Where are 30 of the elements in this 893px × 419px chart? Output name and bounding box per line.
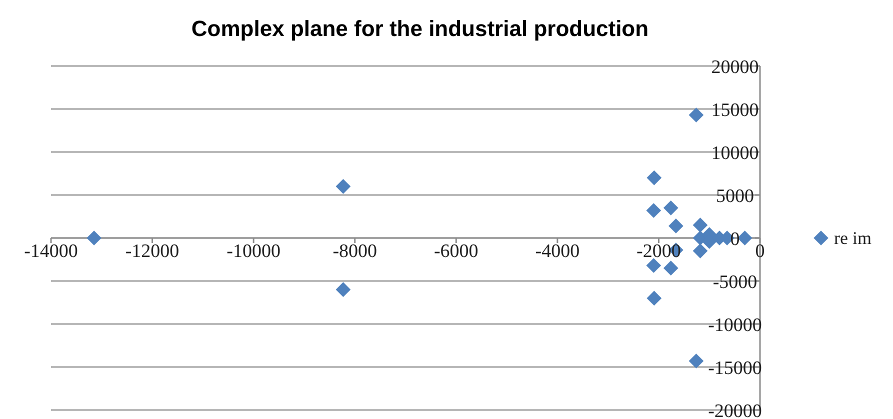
y-tick-label: -5000 xyxy=(712,272,758,293)
x-tick-label: -12000 xyxy=(125,241,180,262)
point xyxy=(646,290,662,306)
point xyxy=(692,218,708,233)
point xyxy=(692,243,708,258)
point xyxy=(688,108,704,122)
point xyxy=(86,230,102,246)
chart-title: Complex plane for the industrial production xyxy=(191,16,649,41)
x-tick-label: -10000 xyxy=(226,241,280,262)
point xyxy=(668,218,684,234)
y-tick-label: 20000 xyxy=(711,57,759,78)
point xyxy=(646,203,662,218)
y-tick-label: 5000 xyxy=(716,186,754,207)
point xyxy=(646,170,662,186)
x-tick-label: -6000 xyxy=(434,241,478,262)
x-tick-label: -8000 xyxy=(332,241,378,262)
point xyxy=(663,200,678,216)
point xyxy=(336,178,351,194)
point xyxy=(688,354,704,368)
point xyxy=(646,258,662,273)
y-tick-label: 10000 xyxy=(711,143,759,164)
x-tick-label: -14000 xyxy=(24,241,78,262)
y-tick-label: -10000 xyxy=(708,315,762,336)
y-tick-label: -15000 xyxy=(708,358,762,379)
y-tick-label: 15000 xyxy=(711,100,759,121)
point xyxy=(663,260,678,276)
x-tick-label: -4000 xyxy=(535,241,580,262)
legend-label: re im xyxy=(834,228,872,248)
point xyxy=(336,282,351,298)
y-tick-label: -20000 xyxy=(708,401,762,419)
